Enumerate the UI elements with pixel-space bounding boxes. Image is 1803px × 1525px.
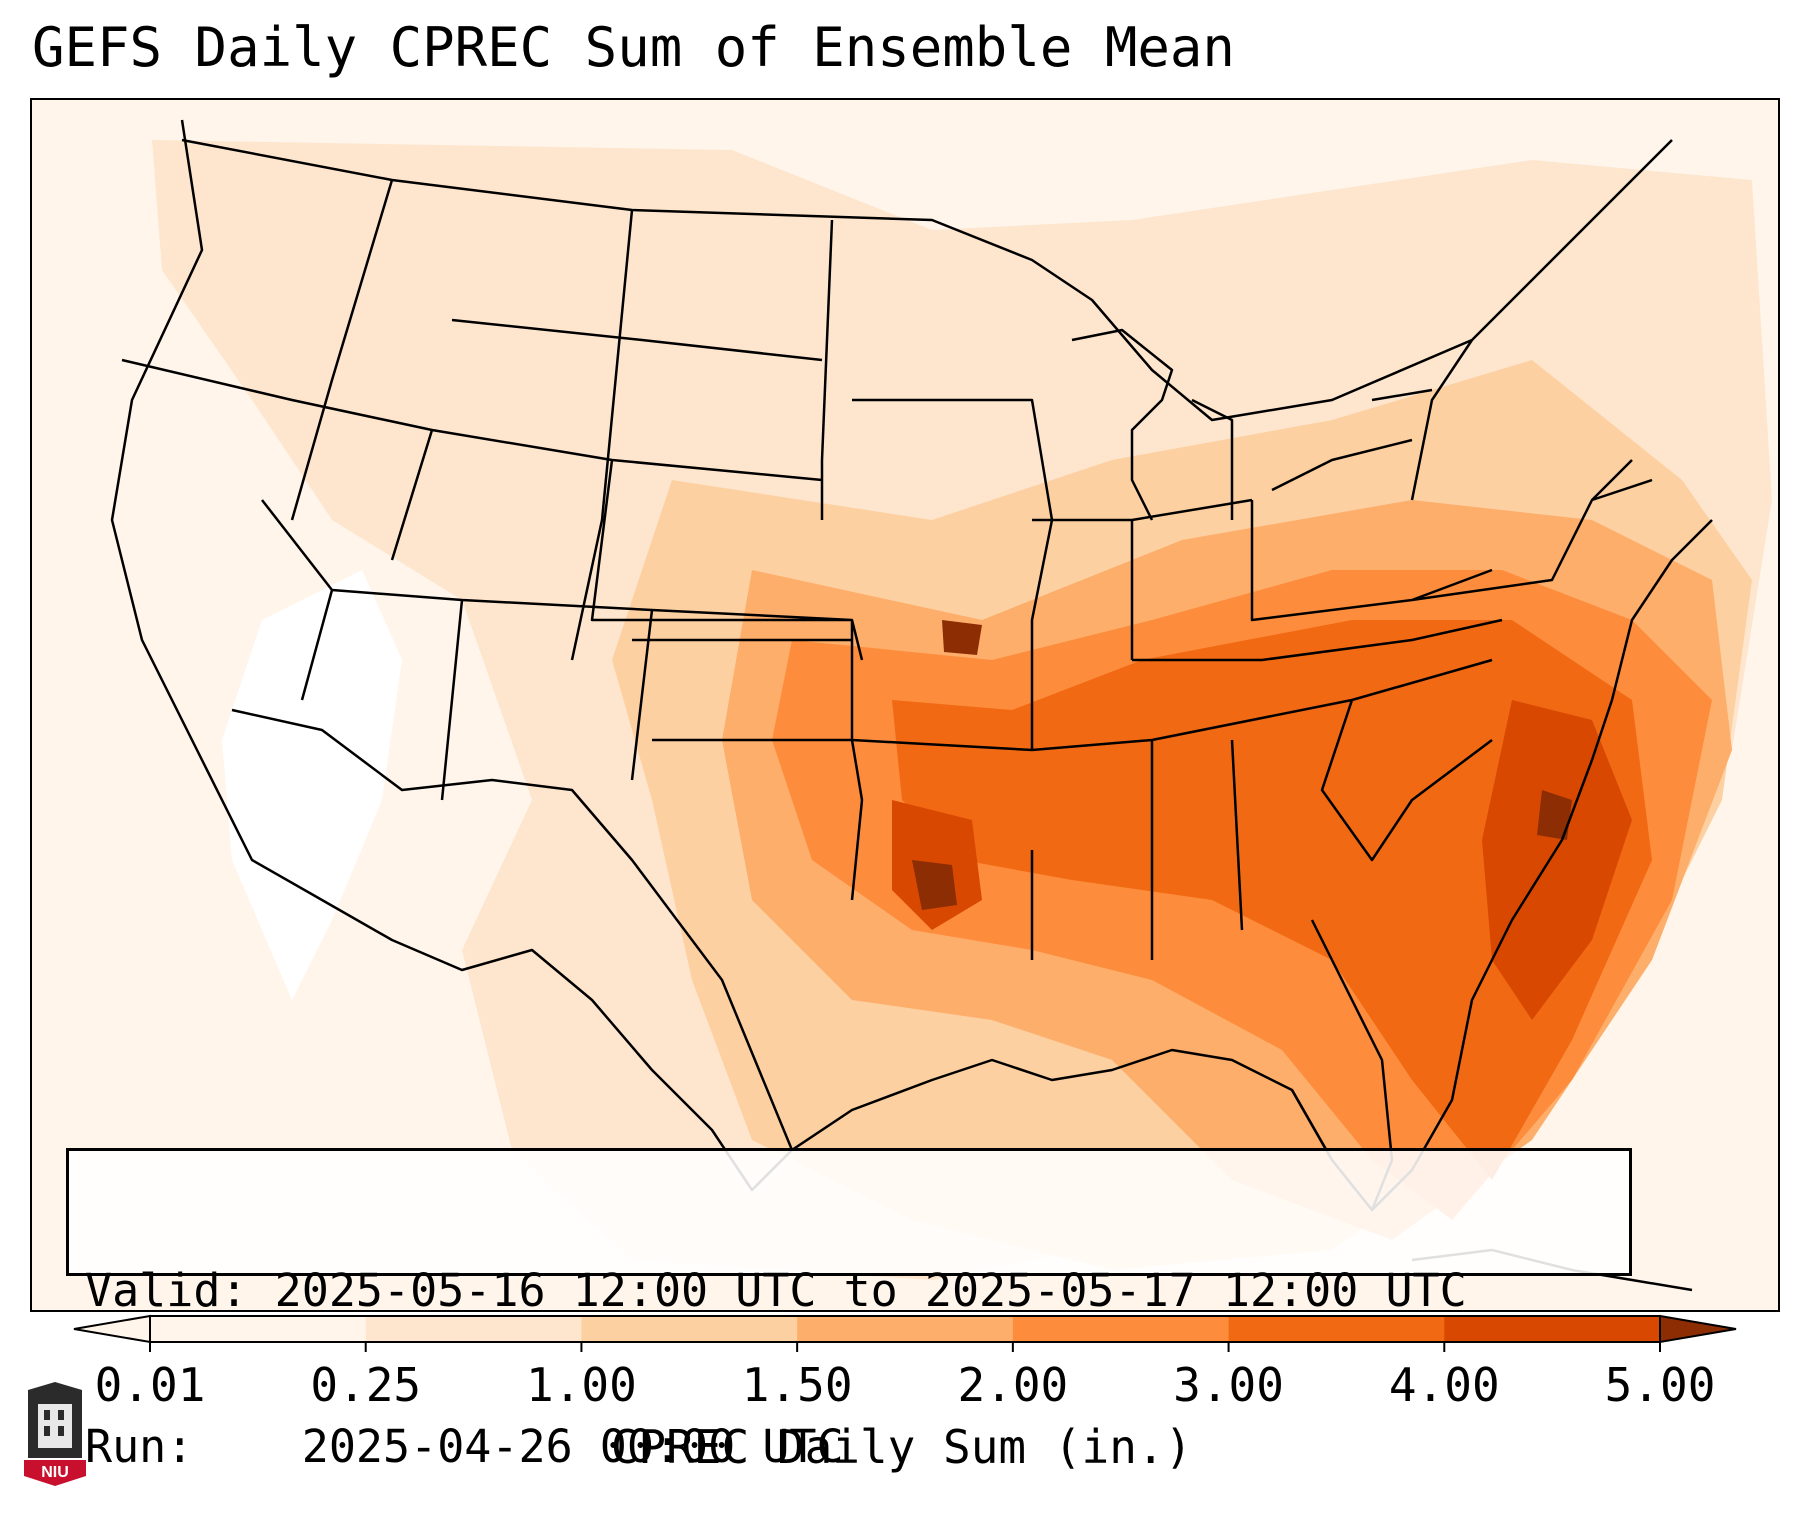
precip-map	[30, 98, 1780, 1312]
colorbar-segment	[365, 1316, 582, 1342]
colorbar-segment	[1444, 1316, 1661, 1342]
great-lakes	[1071, 328, 1433, 521]
colorbar-outline	[149, 1315, 1661, 1343]
colorbar	[73, 1314, 1737, 1352]
colorbar-tick-label: 2.00	[957, 1358, 1069, 1412]
colorbar-under-extension	[73, 1314, 151, 1344]
colorbar-segment	[797, 1316, 1014, 1342]
precip-zone-none-sw	[222, 570, 402, 1000]
colorbar-segment	[1012, 1316, 1230, 1342]
precip-zone-4in	[1482, 700, 1632, 1020]
logo-building	[38, 1404, 72, 1448]
colorbar-label: CPREC Daily Sum (in.)	[610, 1420, 1193, 1474]
precip-map-canvas	[32, 100, 1778, 1310]
precip-zone-5in-ok	[912, 860, 957, 910]
run-label: Run:	[85, 1420, 194, 1473]
mexico-border	[231, 708, 794, 1151]
precip-shading	[152, 140, 1772, 1280]
colorbar-segment	[1228, 1316, 1445, 1342]
colorbar-tick-label: 4.00	[1388, 1358, 1500, 1412]
colorbar-over-extension	[1659, 1314, 1737, 1344]
logo-text: NIU	[41, 1464, 69, 1481]
valid-label: Valid:	[85, 1264, 248, 1317]
niu-logo: NIU	[24, 1382, 86, 1486]
us-outline	[110, 119, 1713, 1212]
run-value: 2025-04-26 00:00 UTC	[301, 1420, 844, 1473]
info-box: Valid: 2025-05-16 12:00 UTC to 2025-05-1…	[66, 1148, 1632, 1473]
colorbar-tick-label: 3.00	[1173, 1358, 1284, 1412]
valid-line: Valid: 2025-05-16 12:00 UTC to 2025-05-1…	[85, 1265, 1613, 1317]
colorbar-segment	[581, 1316, 798, 1342]
run-line: Run: 2025-04-26 00:00 UTC	[85, 1421, 1613, 1473]
canada-border	[181, 138, 1673, 422]
precip-zone-3in	[892, 620, 1652, 1180]
map-title: GEFS Daily CPREC Sum of Ensemble Mean	[32, 16, 1235, 79]
precip-zone-5in-atl	[1537, 790, 1572, 840]
colorbar-tick-label: 0.25	[310, 1358, 422, 1412]
valid-value: 2025-05-16 12:00 UTC to 2025-05-17 12:00…	[274, 1264, 1467, 1317]
precip-zone-5in-ks	[942, 620, 982, 655]
logo-banner	[24, 1460, 86, 1486]
colorbar-tick-label: 5.00	[1604, 1358, 1716, 1412]
colorbar-segment	[150, 1316, 367, 1342]
colorbar-tick-label: 1.50	[741, 1358, 853, 1412]
state-borders	[110, 119, 1713, 1292]
colorbar-tick-label: 0.01	[94, 1358, 206, 1412]
colorbar-tick-label: 1.00	[526, 1358, 637, 1412]
state-lines	[121, 179, 1653, 960]
